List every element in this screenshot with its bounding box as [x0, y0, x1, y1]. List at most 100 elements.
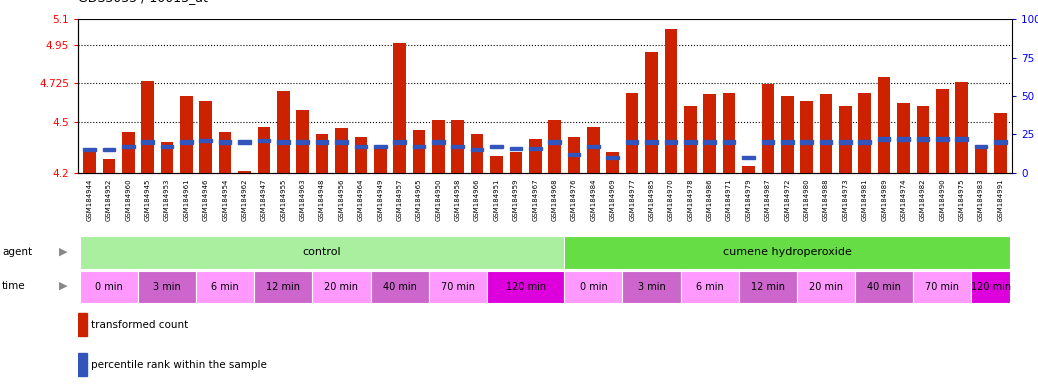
Text: 6 min: 6 min: [695, 282, 723, 292]
Bar: [897, 103, 910, 173]
Text: GSM184969: GSM184969: [609, 178, 616, 221]
Bar: [471, 148, 484, 151]
Text: GSM184949: GSM184949: [377, 178, 383, 221]
Bar: [565, 236, 1010, 269]
Bar: [664, 30, 677, 173]
Bar: [80, 236, 565, 269]
Bar: [742, 156, 755, 159]
Bar: [820, 141, 832, 144]
Bar: [510, 147, 522, 150]
Bar: [371, 271, 429, 303]
Bar: [257, 127, 270, 173]
Bar: [393, 141, 406, 144]
Bar: [335, 141, 348, 144]
Bar: [565, 271, 623, 303]
Text: GSM184948: GSM184948: [319, 178, 325, 221]
Bar: [490, 156, 502, 173]
Bar: [762, 141, 774, 144]
Text: GSM184970: GSM184970: [667, 178, 674, 221]
Bar: [955, 82, 968, 173]
Text: time: time: [2, 281, 26, 291]
Bar: [626, 141, 638, 144]
Bar: [917, 137, 929, 141]
Bar: [858, 141, 871, 144]
Bar: [103, 148, 115, 151]
Text: GSM184977: GSM184977: [629, 178, 635, 221]
Bar: [374, 146, 386, 173]
Bar: [103, 159, 115, 173]
Bar: [83, 151, 95, 173]
Text: control: control: [303, 247, 342, 258]
Text: 120 min: 120 min: [506, 282, 546, 292]
Bar: [316, 134, 328, 173]
Bar: [975, 149, 987, 173]
Text: percentile rank within the sample: percentile rank within the sample: [91, 360, 267, 370]
Bar: [393, 43, 406, 173]
Text: agent: agent: [2, 247, 32, 257]
Bar: [83, 148, 95, 151]
Bar: [800, 101, 813, 173]
Text: 40 min: 40 min: [383, 282, 416, 292]
Bar: [121, 132, 135, 173]
Bar: [742, 166, 755, 173]
Bar: [121, 145, 135, 148]
Bar: [312, 271, 371, 303]
Text: GSM184946: GSM184946: [202, 178, 209, 221]
Bar: [199, 101, 212, 173]
Bar: [588, 127, 600, 173]
Text: GSM184950: GSM184950: [435, 178, 441, 221]
Text: GSM184986: GSM184986: [707, 178, 713, 221]
Bar: [413, 145, 426, 148]
Bar: [141, 141, 154, 144]
Bar: [994, 141, 1007, 144]
Text: ▶: ▶: [59, 281, 67, 291]
Bar: [471, 134, 484, 173]
Bar: [623, 271, 681, 303]
Bar: [684, 106, 696, 173]
Text: GSM184988: GSM184988: [823, 178, 829, 221]
Bar: [664, 141, 677, 144]
Text: 3 min: 3 min: [637, 282, 665, 292]
Bar: [839, 141, 851, 144]
Bar: [858, 93, 871, 173]
Text: GSM184984: GSM184984: [591, 178, 597, 221]
Bar: [510, 152, 522, 173]
Bar: [739, 271, 797, 303]
Bar: [722, 93, 735, 173]
Text: GSM184976: GSM184976: [571, 178, 577, 221]
Bar: [588, 145, 600, 148]
Bar: [820, 94, 832, 173]
Bar: [955, 137, 968, 141]
Text: GSM184963: GSM184963: [300, 178, 305, 221]
Text: transformed count: transformed count: [91, 320, 188, 330]
Bar: [487, 271, 565, 303]
Bar: [762, 84, 774, 173]
Bar: [529, 139, 542, 173]
Bar: [335, 128, 348, 173]
Bar: [180, 141, 193, 144]
Text: GSM184989: GSM184989: [881, 178, 887, 221]
Bar: [797, 271, 855, 303]
Bar: [355, 137, 367, 173]
Text: GSM184961: GSM184961: [184, 178, 189, 221]
Bar: [141, 81, 154, 173]
Text: GSM184990: GSM184990: [939, 178, 946, 221]
Text: 20 min: 20 min: [809, 282, 843, 292]
Text: GSM184971: GSM184971: [726, 178, 732, 221]
Bar: [432, 120, 444, 173]
Bar: [239, 141, 251, 144]
Bar: [239, 171, 251, 173]
Text: GSM184980: GSM184980: [803, 178, 810, 221]
Text: GSM184985: GSM184985: [649, 178, 655, 221]
Text: 120 min: 120 min: [971, 282, 1011, 292]
Bar: [646, 51, 658, 173]
Text: GSM184952: GSM184952: [106, 178, 112, 221]
Text: 0 min: 0 min: [579, 282, 607, 292]
Text: 12 min: 12 min: [750, 282, 785, 292]
Bar: [568, 137, 580, 173]
Text: GSM184974: GSM184974: [901, 178, 906, 221]
Text: GSM184972: GSM184972: [785, 178, 790, 221]
Text: GSM184956: GSM184956: [338, 178, 345, 221]
Text: 6 min: 6 min: [212, 282, 239, 292]
Text: GSM184966: GSM184966: [474, 178, 481, 221]
